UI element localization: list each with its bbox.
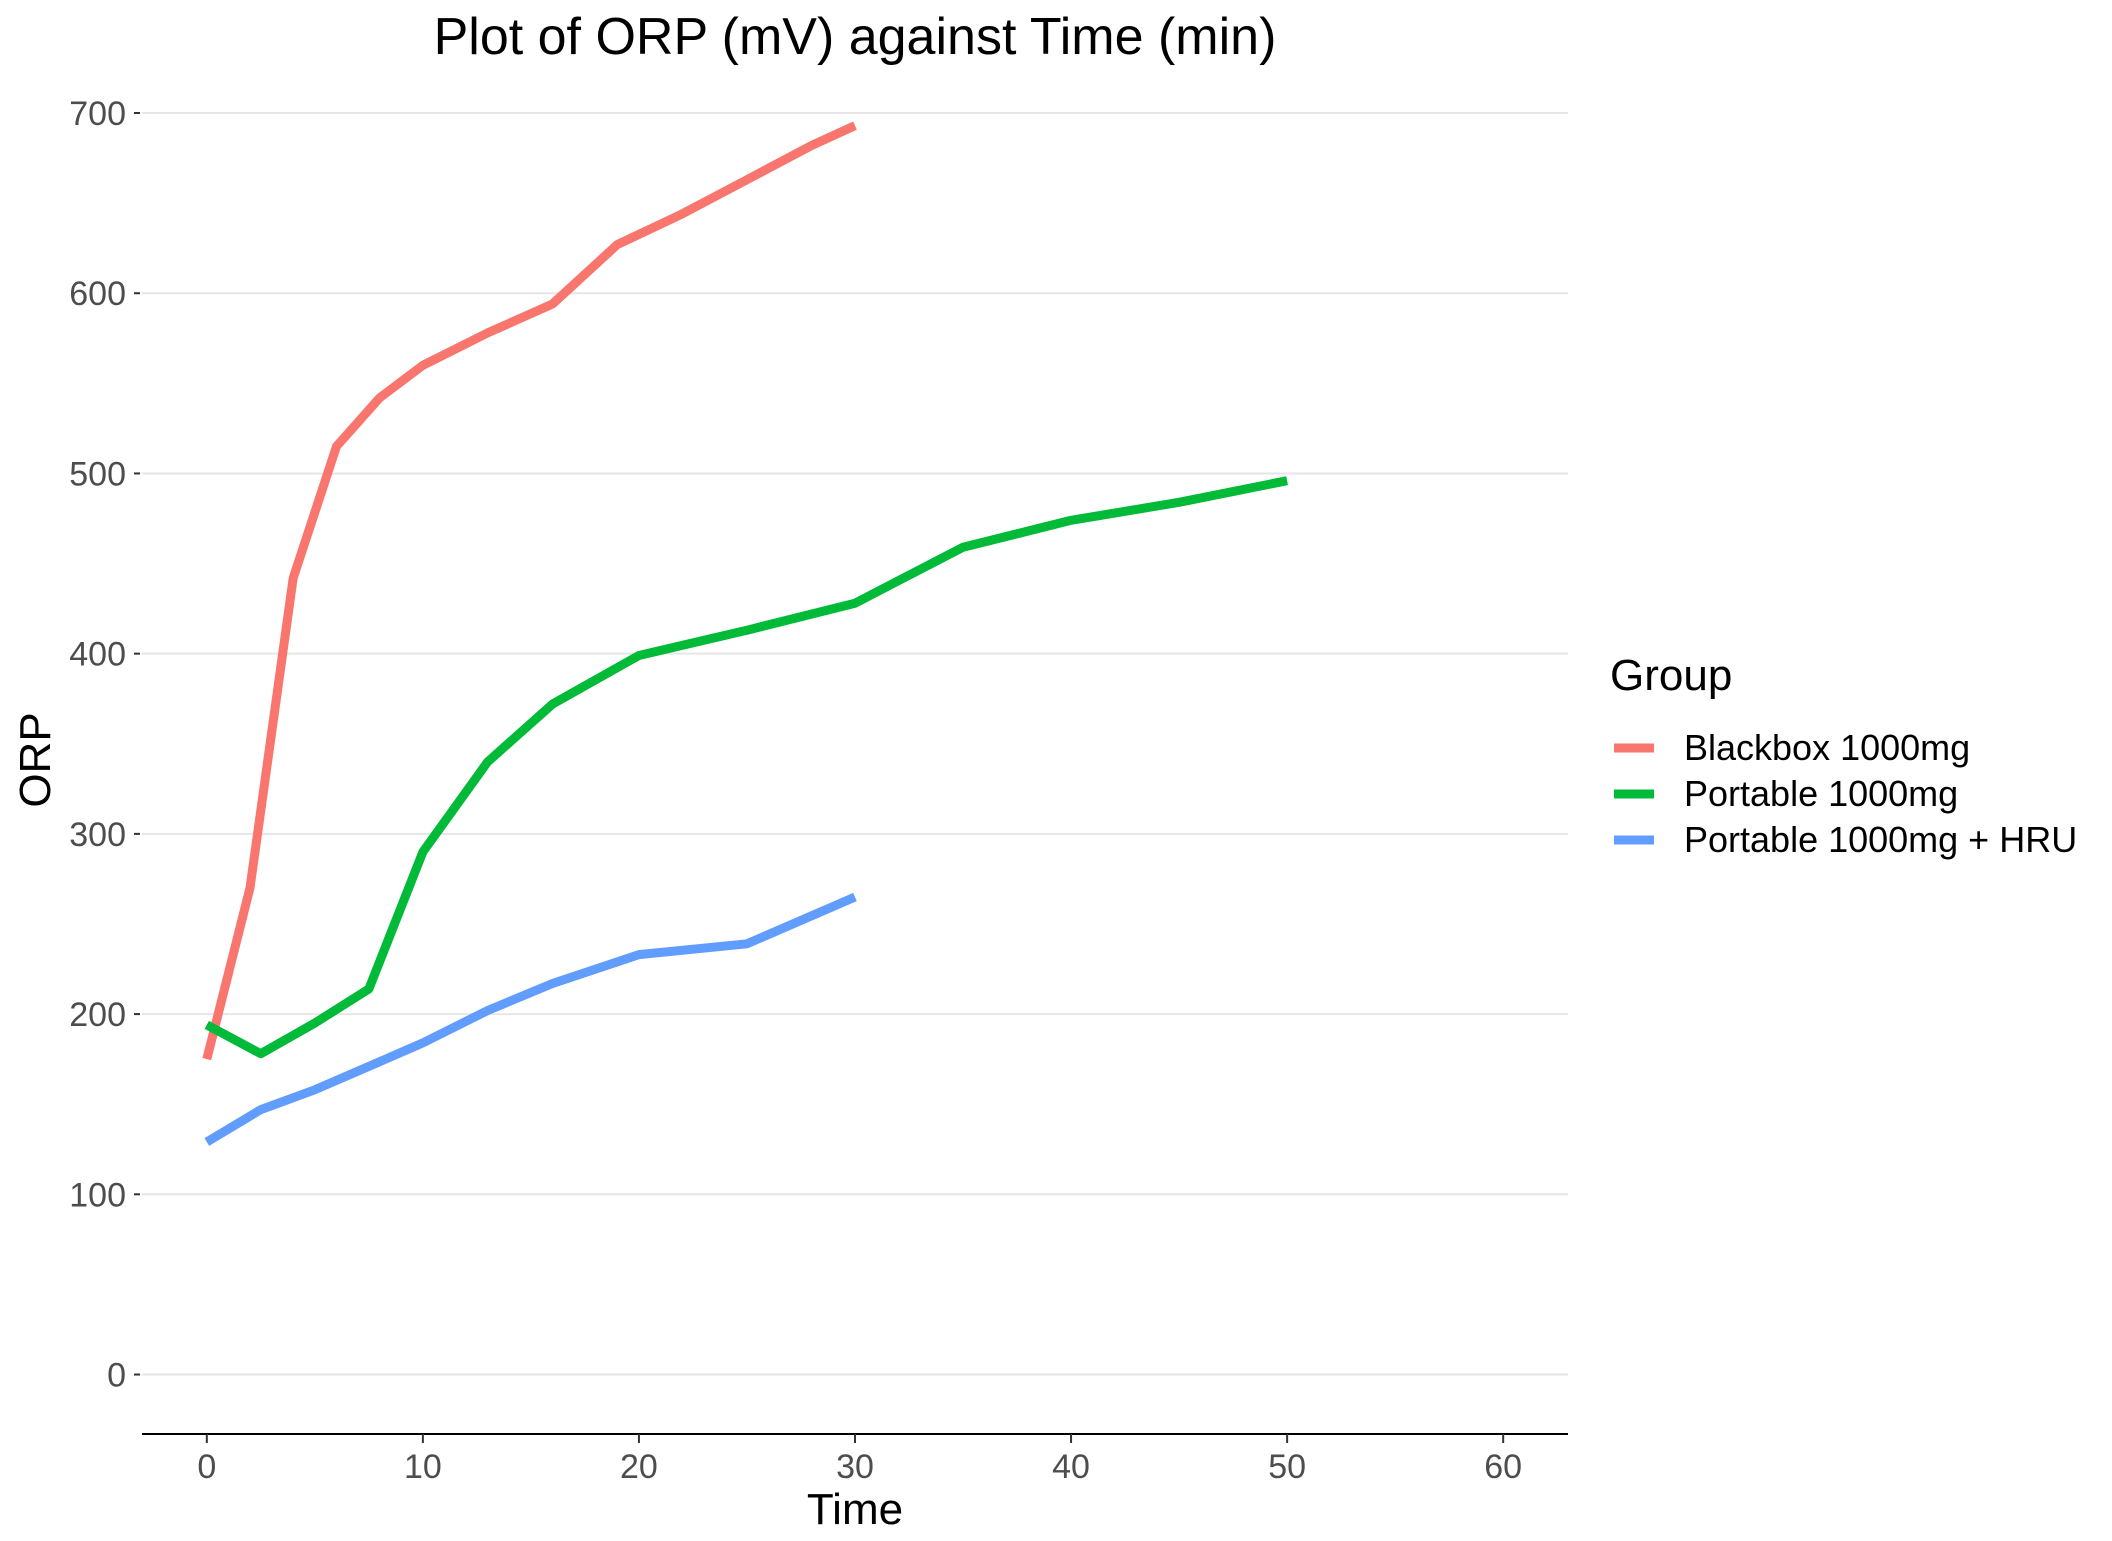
legend-label-3: Portable 1000mg + HRU (1684, 819, 2077, 860)
y-axis-title: ORP (11, 712, 60, 807)
y-tick-label: 400 (69, 636, 126, 674)
y-tick-label: 100 (69, 1176, 126, 1214)
y-tick-label: 600 (69, 275, 126, 313)
series-line-1 (202, 121, 857, 1061)
x-tick-label: 20 (620, 1448, 658, 1486)
series-layer (202, 121, 1288, 1146)
legend-items: Blackbox 1000mg Portable 1000mg Portable 1… (1614, 727, 2077, 860)
y-tick-label: 200 (69, 996, 126, 1034)
y-tick-label: 500 (69, 455, 126, 493)
x-tick-label: 60 (1484, 1448, 1522, 1486)
x-tick-label: 40 (1052, 1448, 1090, 1486)
legend-label-2: Portable 1000mg (1684, 773, 1958, 814)
legend: Group Blackbox 1000mg Portable 1000mg Port… (1610, 651, 2077, 860)
grid-layer (142, 112, 1568, 1376)
y-tick-label: 0 (107, 1357, 126, 1395)
y-tick-label: 700 (69, 95, 126, 133)
x-axis-title: Time (807, 1485, 903, 1534)
tick-layer: 0 100 200 300 400 500 600 700 0 10 20 30 40 50 60 (69, 95, 1522, 1486)
x-tick-label: 30 (836, 1448, 874, 1486)
legend-title: Group (1610, 651, 1732, 700)
legend-label-1: Blackbox 1000mg (1684, 727, 1970, 768)
y-tick-label: 300 (69, 816, 126, 854)
x-tick-label: 50 (1268, 1448, 1306, 1486)
series-line-3 (204, 892, 857, 1146)
chart-title: Plot of ORP (mV) against Time (min) (434, 8, 1277, 66)
x-tick-label: 10 (404, 1448, 442, 1486)
series-line-2 (204, 476, 1288, 1059)
x-tick-label: 0 (197, 1448, 216, 1486)
